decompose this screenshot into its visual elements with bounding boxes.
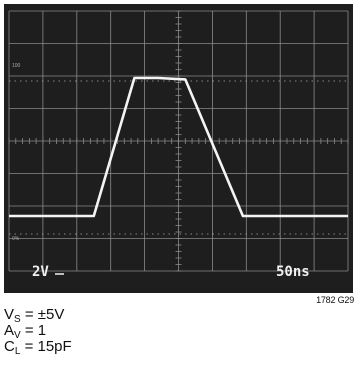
figure-id: 1782 G29	[316, 295, 354, 305]
scope-chart: 100 0% 2V 50ns	[8, 10, 349, 280]
condition-value: = 15pF	[20, 338, 72, 355]
test-condition-3: CL = 15pF	[4, 339, 72, 360]
oscilloscope-screen: 100 0% 2V 50ns	[4, 4, 353, 293]
reference-label-0: 0%	[12, 236, 20, 242]
test-condition-2: AV = 1	[4, 323, 46, 344]
condition-subscript: V	[14, 330, 21, 341]
condition-subscript: S	[14, 314, 21, 325]
condition-symbol: V	[4, 306, 15, 323]
condition-value: = 1	[20, 322, 47, 339]
vertical-scale-readout: 2V	[32, 264, 49, 280]
condition-value: = ±5V	[20, 306, 65, 323]
horizontal-scale-readout: 50ns	[276, 264, 310, 280]
condition-subscript: L	[14, 346, 21, 357]
test-condition-1: VS = ±5V	[4, 307, 64, 328]
condition-symbol: C	[4, 338, 15, 355]
waveform-trace	[9, 76, 348, 218]
reference-label-100: 100	[12, 63, 21, 69]
condition-symbol: A	[4, 322, 15, 339]
